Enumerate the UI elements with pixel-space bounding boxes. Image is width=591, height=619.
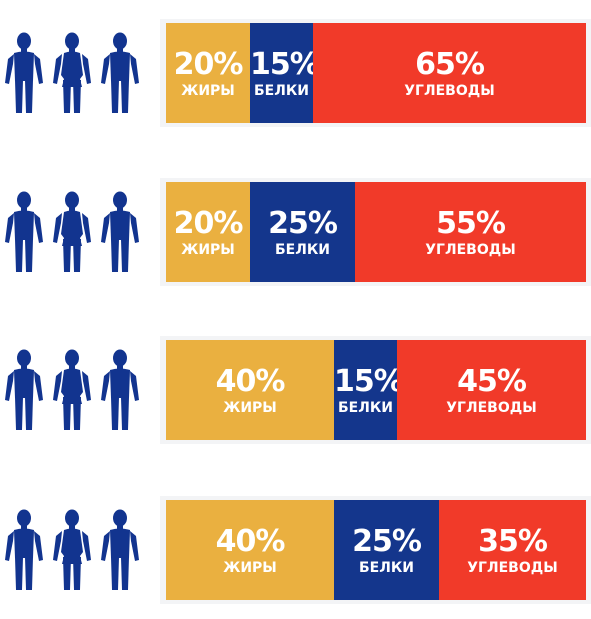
segment-category-label: БЕЛКИ: [337, 400, 394, 416]
bar-segment-carbs: 45% УГЛЕВОДЫ: [397, 340, 586, 440]
bar-segment-protein: 15% БЕЛКИ: [250, 23, 313, 123]
stacked-bar: 40% ЖИРЫ 25% БЕЛКИ 35% УГЛЕВОДЫ: [166, 500, 586, 600]
stacked-bar: 40% ЖИРЫ 15% БЕЛКИ 45% УГЛЕВОДЫ: [166, 340, 586, 440]
segment-category-label: УГЛЕВОДЫ: [425, 242, 516, 258]
segment-category-label: УГЛЕВОДЫ: [446, 400, 537, 416]
segment-percent-label: 25%: [268, 206, 338, 241]
segment-category-label: БЕЛКИ: [274, 242, 331, 258]
segment-percent-label: 45%: [457, 364, 527, 399]
bar-segment-fat: 20% ЖИРЫ: [166, 23, 250, 123]
bar-segment-carbs: 55% УГЛЕВОДЫ: [355, 182, 586, 282]
people-group: [0, 23, 150, 123]
bar-segment-fat: 20% ЖИРЫ: [166, 182, 250, 282]
male-figure-icon: [2, 31, 46, 115]
bar-segment-protein: 25% БЕЛКИ: [250, 182, 355, 282]
segment-percent-label: 35%: [478, 524, 548, 559]
male-figure-icon: [98, 508, 142, 592]
segment-percent-label: 55%: [436, 206, 506, 241]
segment-percent-label: 15%: [250, 47, 313, 82]
segment-percent-label: 40%: [215, 524, 286, 559]
male-figure-icon: [2, 508, 46, 592]
stacked-bar: 20% ЖИРЫ 25% БЕЛКИ 55% УГЛЕВОДЫ: [166, 182, 586, 282]
segment-percent-label: 20%: [173, 206, 244, 241]
male-figure-icon: [2, 190, 46, 274]
segment-category-label: БЕЛКИ: [358, 560, 415, 576]
male-figure-icon: [98, 31, 142, 115]
bar-segment-carbs: 35% УГЛЕВОДЫ: [439, 500, 586, 600]
male-figure-icon: [2, 348, 46, 432]
chart-row: 20% ЖИРЫ 25% БЕЛКИ 55% УГЛЕВОДЫ: [0, 178, 591, 286]
bar-segment-protein: 25% БЕЛКИ: [334, 500, 439, 600]
female-figure-icon: [50, 348, 94, 432]
segment-category-label: ЖИРЫ: [223, 400, 277, 416]
bar-segment-carbs: 65% УГЛЕВОДЫ: [313, 23, 586, 123]
female-figure-icon: [50, 190, 94, 274]
segment-category-label: УГЛЕВОДЫ: [404, 83, 495, 99]
bar-segment-protein: 15% БЕЛКИ: [334, 340, 397, 440]
segment-category-label: УГЛЕВОДЫ: [467, 560, 558, 576]
segment-percent-label: 65%: [415, 47, 485, 82]
segment-percent-label: 15%: [334, 364, 397, 399]
people-group: [0, 500, 150, 600]
bar-segment-fat: 40% ЖИРЫ: [166, 500, 334, 600]
segment-percent-label: 20%: [173, 47, 244, 82]
segment-category-label: ЖИРЫ: [181, 242, 235, 258]
bar-segment-fat: 40% ЖИРЫ: [166, 340, 334, 440]
segment-category-label: БЕЛКИ: [253, 83, 310, 99]
segment-category-label: ЖИРЫ: [181, 83, 235, 99]
chart-row: 40% ЖИРЫ 15% БЕЛКИ 45% УГЛЕВОДЫ: [0, 336, 591, 444]
male-figure-icon: [98, 190, 142, 274]
segment-percent-label: 25%: [352, 524, 422, 559]
chart-row: 20% ЖИРЫ 15% БЕЛКИ 65% УГЛЕВОДЫ: [0, 19, 591, 127]
male-figure-icon: [98, 348, 142, 432]
female-figure-icon: [50, 31, 94, 115]
segment-category-label: ЖИРЫ: [223, 560, 277, 576]
segment-percent-label: 40%: [215, 364, 286, 399]
stacked-bar: 20% ЖИРЫ 15% БЕЛКИ 65% УГЛЕВОДЫ: [166, 23, 586, 123]
female-figure-icon: [50, 508, 94, 592]
people-group: [0, 340, 150, 440]
chart-row: 40% ЖИРЫ 25% БЕЛКИ 35% УГЛЕВОДЫ: [0, 496, 591, 604]
people-group: [0, 182, 150, 282]
